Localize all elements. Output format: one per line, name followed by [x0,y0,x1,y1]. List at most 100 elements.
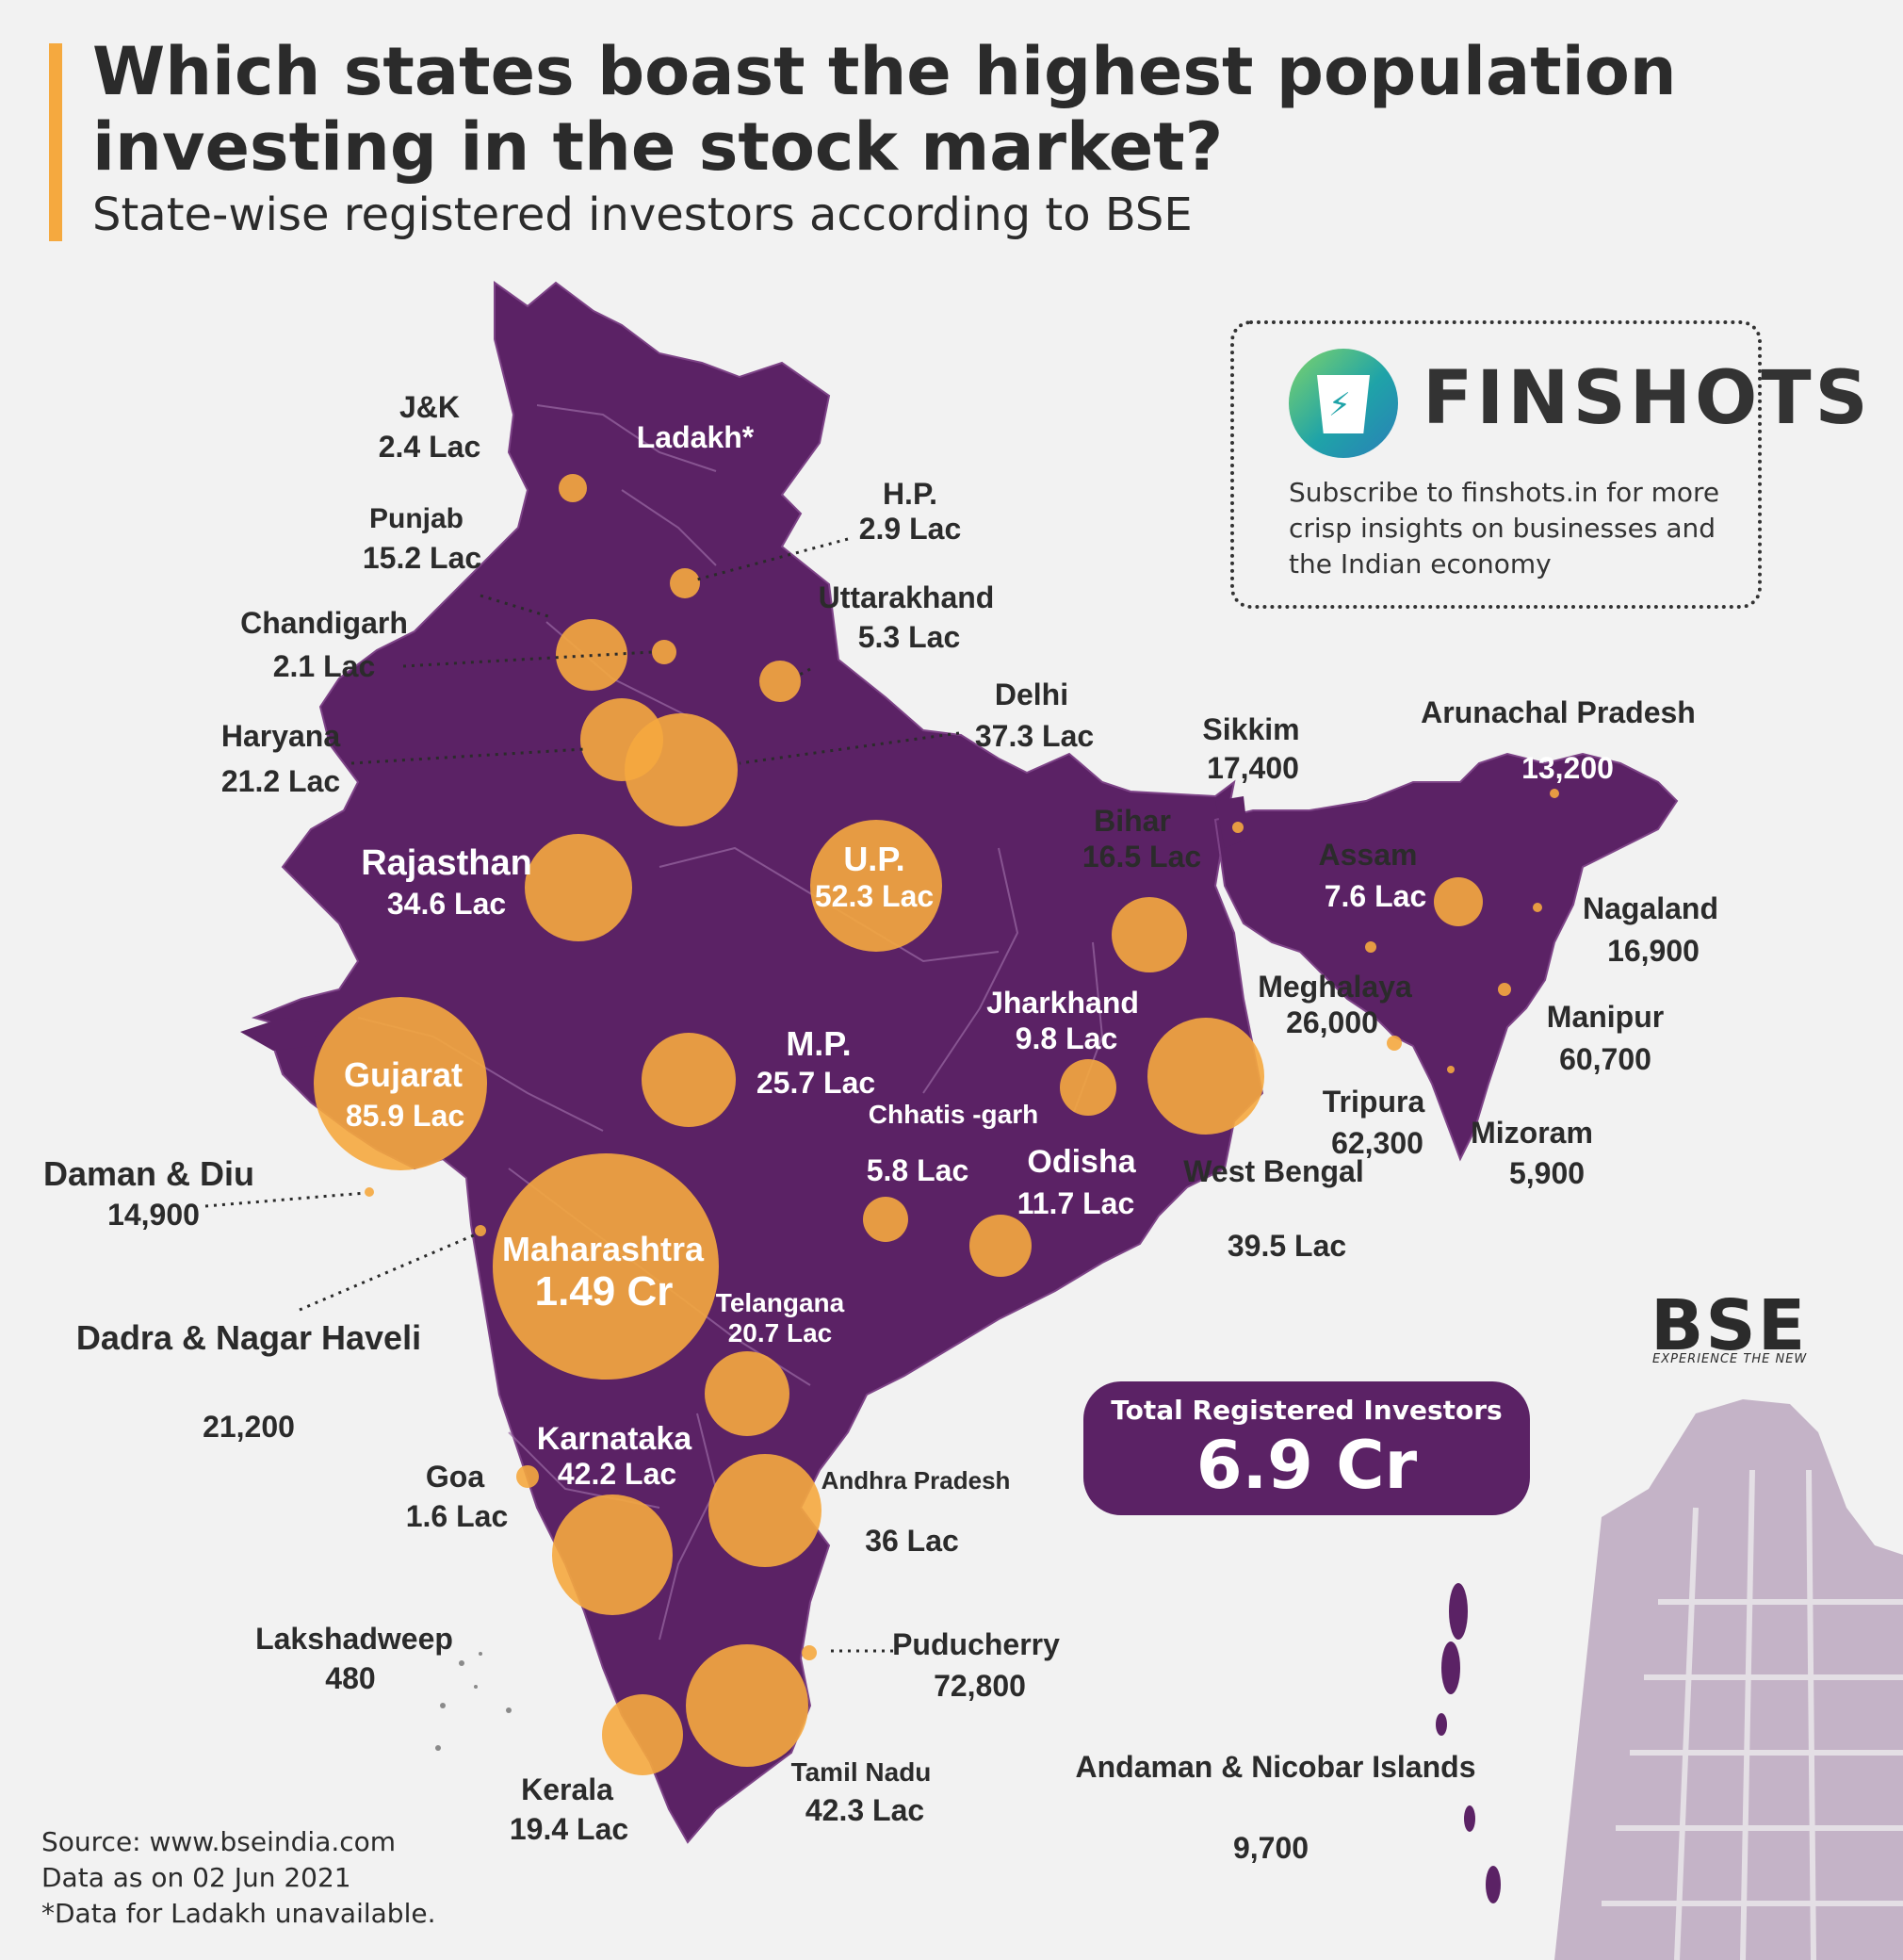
label-delhi-name: Delhi [995,678,1068,711]
total-investors-badge: Total Registered Investors 6.9 Cr [1083,1381,1530,1515]
bubble-chandigarh [652,640,676,664]
bubble-kerala [602,1694,683,1775]
bubble-damandiu [365,1187,374,1197]
bubble-andhra [708,1454,821,1567]
label-punjab-name: Punjab [369,503,464,534]
bubble-jk [559,474,587,502]
label-chhattisgarh-value: 5.8 Lac [867,1153,969,1187]
label-tamilnadu-name: Tamil Nadu [791,1757,932,1787]
label-hp-value: 2.9 Lac [859,512,962,546]
label-westbengal-value: 39.5 Lac [1228,1229,1346,1263]
bubbles [314,474,1559,1775]
bubble-meghalaya [1365,941,1376,953]
label-haryana-name: Haryana [221,719,341,753]
label-odisha-name: Odisha [1027,1144,1136,1180]
label-jk-value: 2.4 Lac [379,430,481,464]
label-puducherry-name: Puducherry [892,1627,1060,1661]
label-andhra-name: Andhra Pradesh [821,1466,1011,1494]
label-chandigarh-name: Chandigarh [240,606,408,640]
label-mp-name: M.P. [786,1024,851,1063]
bubble-sikkim [1232,822,1244,833]
andaman-nicobar-islands [1436,1583,1501,1903]
total-investors-label: Total Registered Investors [1111,1395,1503,1426]
bse-tagline: EXPERIENCE THE NEW [1652,1352,1808,1366]
label-goa-name: Goa [426,1460,484,1494]
label-dnh-name: Dadra & Nagar Haveli [76,1318,421,1357]
bubble-hp [670,568,700,598]
label-manipur-value: 60,700 [1559,1042,1651,1076]
bubble-maharashtra [493,1153,719,1380]
bubble-mizoram [1447,1066,1455,1073]
label-nagaland-name: Nagaland [1583,891,1718,925]
label-assam-value: 7.6 Lac [1325,879,1427,913]
label-damandiu-value: 14,900 [107,1198,200,1232]
label-andhra-value: 36 Lac [865,1524,959,1558]
label-westbengal-name: West Bengal [1183,1154,1363,1188]
bubble-mp [642,1033,736,1127]
label-chhattisgarh-name: Chhatis -garh [869,1100,1038,1129]
label-tripura-name: Tripura [1323,1085,1425,1119]
label-manipur-name: Manipur [1547,1000,1664,1034]
label-assam-name: Assam [1319,838,1418,872]
finshots-blurb: Subscribe to finshots.in for more crisp … [1289,477,1720,580]
label-puducherry-value: 72,800 [934,1669,1026,1703]
label-punjab-value: 15.2 Lac [363,541,481,575]
label-jharkhand-name: Jharkhand [986,986,1139,1020]
total-investors-value: 6.9 Cr [1195,1427,1418,1504]
label-haryana-value: 21.2 Lac [221,764,340,798]
bubble-assam [1434,877,1483,926]
bubble-delhi [625,713,738,826]
label-rajasthan-value: 34.6 Lac [387,887,506,921]
label-tripura-value: 62,300 [1331,1126,1423,1160]
label-chandigarh-value: 2.1 Lac [273,649,376,683]
leader-lines [204,537,960,1653]
label-karnataka-value: 42.2 Lac [558,1457,676,1491]
label-tamilnadu-value: 42.3 Lac [805,1793,924,1827]
label-mizoram-name: Mizoram [1471,1116,1593,1150]
india-northeast [1213,752,1679,1162]
label-goa-value: 1.6 Lac [406,1499,509,1533]
label-kerala-name: Kerala [521,1772,613,1806]
bubble-bihar [1112,897,1187,972]
sikkim-shape [1215,796,1248,848]
bubble-chhattisgarh [863,1197,908,1242]
label-uttarakhand-value: 5.3 Lac [858,620,961,654]
label-jharkhand-value: 9.8 Lac [1016,1021,1118,1055]
label-bihar-value: 16.5 Lac [1082,840,1201,874]
bubble-gujarat [314,997,487,1170]
title-accent-bar [49,43,62,241]
label-hp-name: H.P. [883,477,937,511]
page-title: Which states boast the highest populatio… [92,33,1677,186]
label-lakshadweep-value: 480 [325,1661,375,1695]
page-subtitle: State-wise registered investors accordin… [92,188,1193,241]
finshots-promo-box: ⚡ FINSHOTS Subscribe to finshots.in for … [1230,320,1868,609]
bubble-nagaland [1533,903,1542,912]
label-ladakh-name: Ladakh* [637,420,755,454]
label-meghalaya-value: 26,000 [1286,1005,1378,1039]
label-karnataka-name: Karnataka [537,1421,693,1457]
label-damandiu-name: Daman & Diu [43,1154,254,1193]
lakshadweep-islands [435,1652,512,1751]
bubble-karnataka [552,1494,673,1615]
label-delhi-value: 37.3 Lac [975,719,1094,753]
label-up-value: 52.3 Lac [815,879,934,913]
bubble-uttarakhand [759,661,801,702]
bse-logo: BSE [1651,1285,1808,1366]
label-jk-name: J&K [399,390,460,424]
label-meghalaya-name: Meghalaya [1258,970,1412,1004]
finshots-logo-icon: ⚡ [1289,349,1398,458]
label-maharashtra-value: 1.49 Cr [535,1268,674,1315]
label-mizoram-value: 5,900 [1509,1156,1585,1190]
label-maharashtra-name: Maharashtra [502,1230,705,1268]
label-andaman-name: Andaman & Nicobar Islands [1076,1750,1476,1784]
bse-building-illustration [1554,1399,1903,1960]
bubble-puducherry [802,1645,817,1660]
bubble-telangana [705,1351,789,1436]
finshots-brand-name: FINSHOTS [1423,356,1872,441]
label-kerala-value: 19.4 Lac [510,1812,628,1846]
ladakh-note: *Data for Ladakh unavailable. [41,1898,436,1929]
bubble-manipur [1498,983,1511,996]
label-odisha-value: 11.7 Lac [1017,1186,1135,1220]
